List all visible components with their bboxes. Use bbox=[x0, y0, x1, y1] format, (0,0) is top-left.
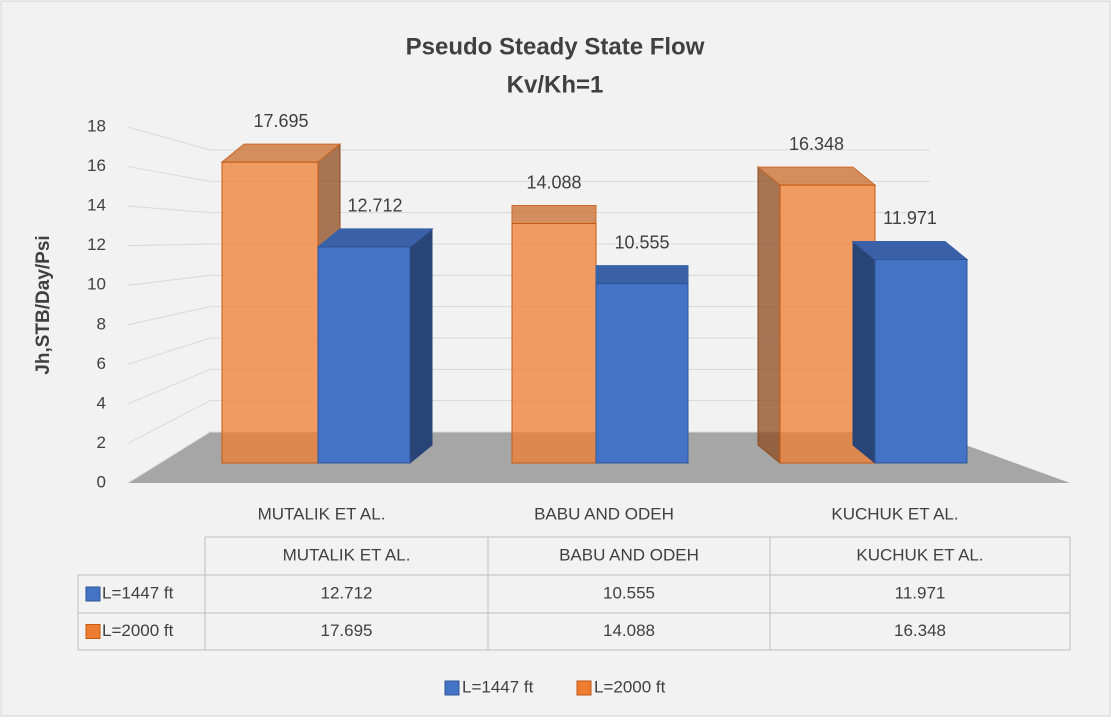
chart-title: Pseudo Steady State Flow bbox=[406, 33, 705, 60]
data-label: 12.712 bbox=[347, 196, 402, 216]
y-tick-label: 10 bbox=[87, 275, 106, 294]
bar-top bbox=[511, 205, 597, 225]
grid-line bbox=[127, 243, 211, 247]
data-label: 17.695 bbox=[253, 111, 308, 131]
bar bbox=[874, 258, 968, 464]
table-header: KUCHUK ET AL. bbox=[856, 545, 983, 564]
grid-line bbox=[127, 166, 211, 182]
y-tick-label: 16 bbox=[87, 156, 106, 175]
bar bbox=[595, 283, 689, 464]
table-cell: 16.348 bbox=[894, 621, 946, 640]
y-tick-label: 6 bbox=[97, 354, 106, 373]
grid-line bbox=[127, 400, 211, 444]
bar bbox=[511, 223, 597, 464]
grid-line bbox=[127, 368, 211, 405]
y-axis-label: Jh,STB/Day/Psi bbox=[33, 235, 54, 374]
grid-line bbox=[127, 306, 211, 326]
table-header: MUTALIK ET AL. bbox=[283, 545, 411, 564]
bar bbox=[317, 246, 411, 464]
data-label: 14.088 bbox=[526, 172, 581, 192]
y-tick-label: 14 bbox=[87, 196, 106, 215]
legend-key bbox=[576, 680, 592, 696]
y-tick-label: 8 bbox=[97, 314, 106, 333]
table-cell: 17.695 bbox=[321, 621, 373, 640]
table-legend-key bbox=[85, 624, 101, 639]
table-row-label: L=2000 ft bbox=[102, 621, 174, 640]
bar-top bbox=[595, 265, 689, 285]
data-label: 16.348 bbox=[789, 134, 844, 154]
x-tick-label: KUCHUK ET AL. bbox=[831, 504, 958, 523]
table-cell: 10.555 bbox=[603, 583, 655, 602]
grid-line bbox=[127, 431, 211, 484]
y-tick-label: 18 bbox=[87, 116, 106, 135]
legend-label: L=1447 ft bbox=[462, 677, 534, 696]
table-header: BABU AND ODEH bbox=[559, 545, 699, 564]
grid-line bbox=[127, 205, 211, 214]
table-cell: 11.971 bbox=[895, 583, 946, 602]
table-row-label: L=1447 ft bbox=[102, 583, 174, 602]
bar-side bbox=[852, 240, 876, 465]
legend-key bbox=[444, 680, 460, 696]
y-tick-label: 0 bbox=[97, 472, 106, 491]
table-legend-key bbox=[85, 586, 101, 602]
grid-line bbox=[127, 126, 211, 151]
grid-line bbox=[127, 274, 211, 286]
table-cell: 14.088 bbox=[603, 621, 655, 640]
x-tick-label: BABU AND ODEH bbox=[534, 504, 674, 523]
bar bbox=[221, 161, 319, 464]
y-tick-label: 2 bbox=[97, 433, 106, 452]
grid-line bbox=[127, 337, 211, 365]
x-tick-label: MUTALIK ET AL. bbox=[258, 504, 386, 523]
table-cell: 12.712 bbox=[321, 583, 373, 602]
legend-label: L=2000 ft bbox=[594, 677, 666, 696]
data-label: 10.555 bbox=[614, 232, 669, 252]
y-tick-label: 4 bbox=[97, 393, 106, 412]
chart-subtitle: Kv/Kh=1 bbox=[507, 71, 604, 98]
y-tick-label: 12 bbox=[87, 235, 106, 254]
data-label: 11.971 bbox=[883, 208, 937, 228]
bar-side bbox=[409, 227, 433, 465]
bar-side bbox=[757, 166, 781, 465]
